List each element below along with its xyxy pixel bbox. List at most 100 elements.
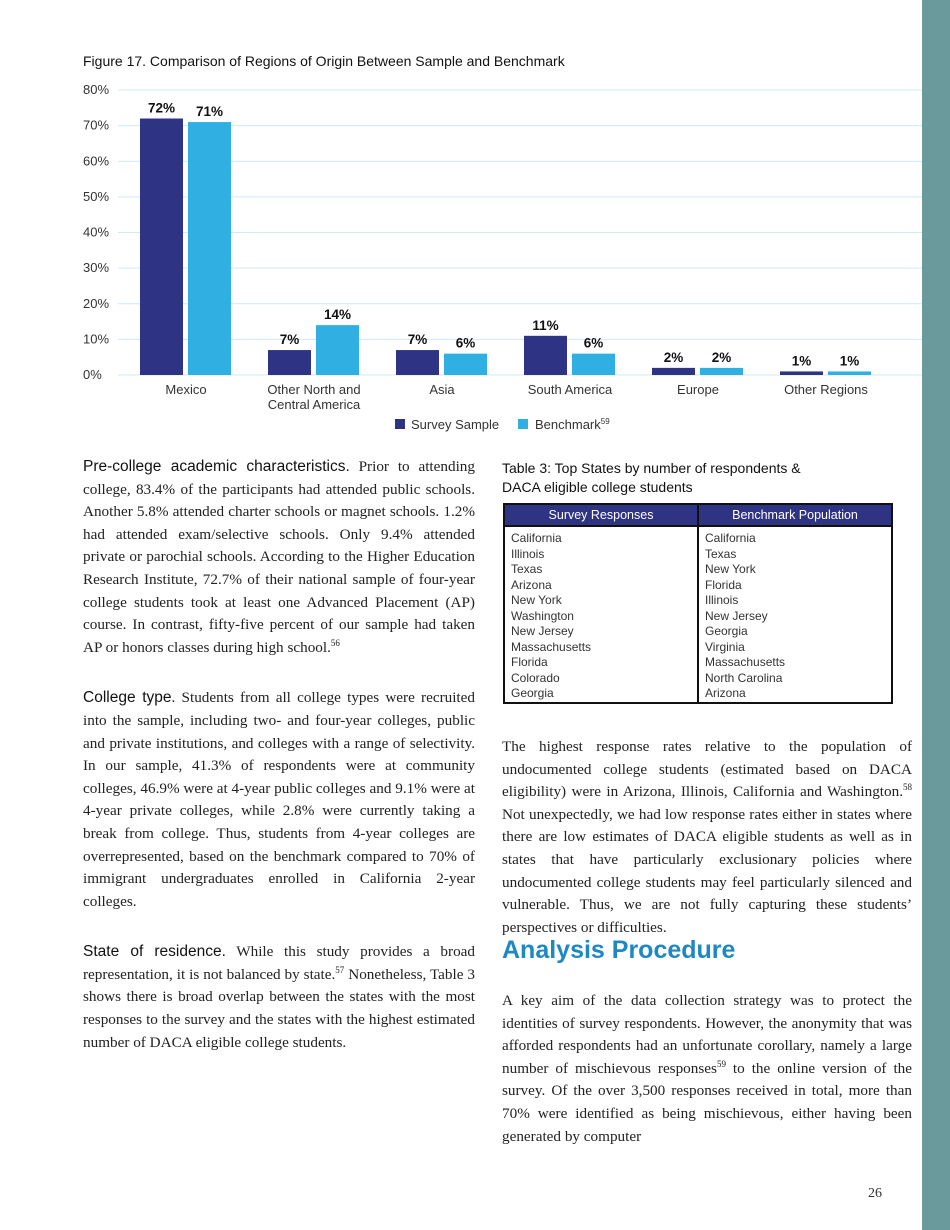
paragraph-analysis: A key aim of the data collection strateg… [502,990,912,1148]
data-label: 6% [584,336,604,351]
y-tick-label: 70% [83,118,109,133]
x-tick-label: Europe [677,382,719,397]
figure-title: Figure 17. Comparison of Regions of Orig… [83,53,565,69]
paragraph-state-residence: State of residence. While this study pro… [83,941,475,1054]
data-label: 72% [148,101,175,116]
section-heading: Analysis Procedure [502,936,736,964]
state-item: Florida [511,655,548,669]
y-tick-label: 40% [83,225,109,240]
data-label: 2% [664,350,684,365]
paragraph-lead: Pre-college academic characteristics. [83,458,350,475]
bar-survey-sample [268,350,311,375]
state-item: California [705,531,756,545]
bar-benchmark [316,325,359,375]
x-tick-label: Other Regions [784,382,868,397]
x-tick-label: South America [528,382,613,397]
state-item: Virginia [705,639,745,654]
y-tick-label: 80% [83,82,109,97]
paragraph-text: A key aim of the data collection strateg… [502,992,912,1077]
bar-benchmark [828,371,871,375]
data-label: 6% [456,336,476,351]
y-tick-label: 50% [83,189,109,204]
survey-states-cell: California Illinois Texas Arizona New York Wa… [503,525,699,704]
table-title-line: Table 3: Top States by number of respond… [502,460,801,476]
footnote-ref: 58 [903,782,912,793]
state-item: Texas [511,562,543,576]
x-tick-label: Mexico [165,382,206,397]
state-item: Arizona [705,686,746,700]
y-tick-label: 10% [83,331,109,346]
state-item: Arizona [511,577,552,592]
legend-label: Benchmark59 [535,417,610,432]
column-header: Survey Responses [503,503,699,527]
state-item: Illinois [705,593,739,607]
data-label: 1% [792,353,812,368]
legend-swatch-benchmark [518,419,528,429]
data-label: 1% [840,353,860,368]
paragraph-text: The highest response rates relative to t… [502,738,912,801]
state-item: Illinois [511,546,545,561]
table-title-line: DACA eligible college students [502,479,693,495]
paragraph-college-type: College type. Students from all college … [83,687,475,913]
x-tick-label: Other North and [267,382,360,397]
state-item: Texas [705,546,737,561]
state-item: Washington [511,608,574,623]
bar-survey-sample [524,335,567,375]
left-column: Pre-college academic characteristics. Pr… [83,456,475,1082]
bar-benchmark [188,122,231,375]
x-tick-label: Central America [268,397,361,412]
table-title: Table 3: Top States by number of respond… [502,459,801,497]
bar-survey-sample [396,350,439,375]
state-item: Massachusetts [511,639,592,654]
legend-label: Survey Sample [411,417,499,432]
right-column: The highest response rates relative to t… [502,736,912,967]
state-item: Georgia [705,624,748,638]
benchmark-states-cell: California Texas New York Florida Illinois Ne… [697,525,893,704]
paragraph-text: . Students from all college types were r… [83,689,475,910]
data-label: 2% [712,350,732,365]
state-item: New Jersey [511,624,574,638]
paragraph-text: Not unexpectedly, we had low response ra… [502,805,912,936]
bar-survey-sample [140,118,183,375]
paragraph-text: to the online version of the survey. Of … [502,1059,912,1145]
paragraph-pre-college: Pre-college academic characteristics. Pr… [83,456,475,659]
bar-survey-sample [780,371,823,375]
bar-chart: 0% 10% 20% 30% 40% 50% 60% 70% 80% 72% 71% Mexico 7%… [83,82,922,432]
column-header: Benchmark Population [697,503,893,527]
bar-survey-sample [652,367,695,375]
state-item: New Jersey [705,608,768,623]
state-item: Massachusetts [705,655,786,669]
data-label: 7% [408,332,428,347]
data-label: 11% [532,318,558,333]
bar-benchmark [572,353,615,375]
y-tick-label: 20% [83,296,109,311]
legend-swatch-survey-sample [395,419,405,429]
state-item: Colorado [511,670,560,685]
state-item: Florida [705,577,742,592]
y-tick-label: 60% [83,153,109,168]
page-side-band [922,0,950,1230]
paragraph-text: While this study provides a broad repres… [83,943,476,983]
paragraph-response-rates: The highest response rates relative to t… [502,736,912,939]
x-tick-label: Asia [429,382,455,397]
bar-benchmark [700,367,743,375]
footnote-ref: 59 [716,1058,726,1069]
paragraph-text: Prior to attending college, 83.4% of the… [83,458,475,656]
data-label: 7% [280,332,300,347]
paragraph-lead: College type [83,689,172,707]
data-label: 71% [196,104,223,119]
data-label: 14% [324,307,351,322]
state-item: New York [511,593,562,607]
y-tick-label: 0% [83,367,102,382]
paragraph-lead: State of residence. [83,943,226,961]
footnote-ref: 56 [330,637,340,648]
y-tick-label: 30% [83,260,109,275]
page-number: 26 [868,1186,882,1201]
right-column-lower: A key aim of the data collection strateg… [502,990,912,1176]
footnote-ref: 57 [335,964,345,975]
state-item: New York [705,562,756,576]
state-item: North Carolina [705,670,783,685]
footnote-ref: 59 [601,417,610,426]
bar-benchmark [444,353,487,375]
